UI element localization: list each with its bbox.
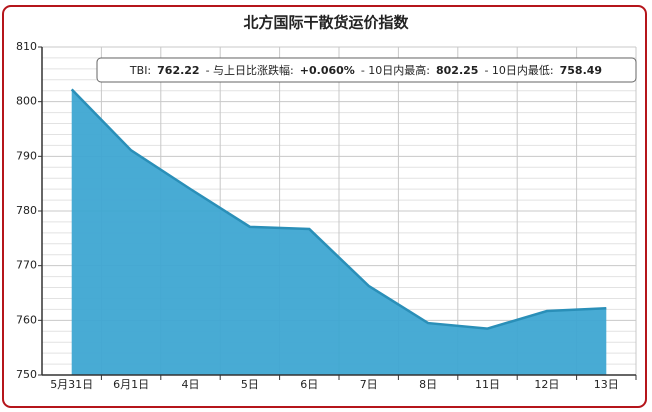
tooltip-label: - 与上日比涨跌幅:: [206, 63, 294, 77]
y-tick-label: 750: [16, 368, 37, 381]
x-tick-label: 12日: [534, 378, 559, 391]
x-tick-label: 11日: [475, 378, 500, 391]
x-tick-label: 5月31日: [50, 378, 93, 391]
y-tick-label: 760: [16, 313, 37, 326]
x-tick-label: 6月1日: [113, 378, 149, 391]
x-tick-label: 5日: [241, 378, 259, 391]
tooltip-label: - 10日内最高:: [361, 63, 430, 77]
y-tick-label: 810: [16, 40, 37, 53]
y-tick-label: 800: [16, 95, 37, 108]
tooltip-label: - 10日内最低:: [484, 63, 553, 77]
tooltip-label: TBI:: [129, 64, 151, 77]
x-tick-label: 6日: [300, 378, 318, 391]
y-tick-label: 780: [16, 204, 37, 217]
tooltip-box: [96, 57, 637, 83]
x-tick-label: 7日: [360, 378, 378, 391]
y-tick-label: 790: [16, 149, 37, 162]
tooltip-text: TBI: 762.22 - 与上日比涨跌幅: +0.060% - 10日内最高: 802.…: [129, 63, 602, 77]
y-tick-label: 770: [16, 259, 37, 272]
tooltip-value: 802.25: [436, 64, 478, 77]
line: [70, 88, 607, 330]
tooltip: TBI: 762.22 - 与上日比涨跌幅: +0.060% - 10日内最高: 802.…: [96, 57, 637, 83]
area: [71, 89, 607, 375]
x-tick-label: 13日: [594, 378, 619, 391]
tooltip-value: 758.49: [560, 64, 602, 77]
chart-title: 北方国际干散货运价指数: [243, 14, 409, 32]
tooltip-value: 762.22: [157, 64, 199, 77]
tooltip-value: +0.060%: [300, 64, 355, 77]
x-tick-label: 4日: [182, 378, 200, 391]
x-tick-label: 8日: [419, 378, 437, 391]
